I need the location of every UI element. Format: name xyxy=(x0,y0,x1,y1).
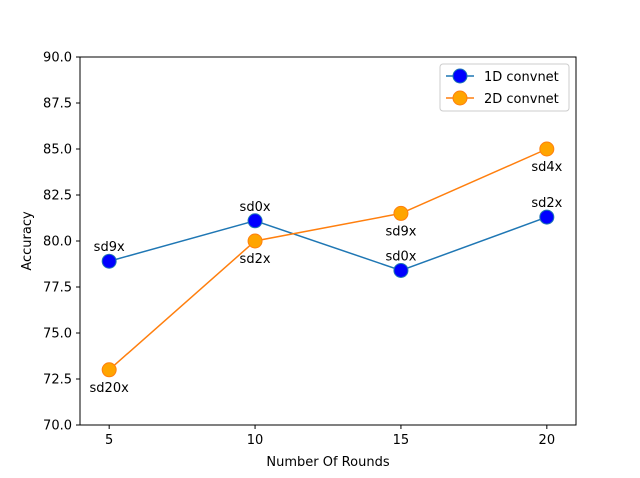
y-tick-label: 75.0 xyxy=(43,327,72,342)
plot-area: sd9x sd0x sd0x sd2x sd20x sd2x sd9x sd4x xyxy=(90,141,563,396)
data-label: sd9x xyxy=(94,240,125,255)
data-point xyxy=(101,362,117,378)
data-point xyxy=(101,253,117,269)
x-tick-label: 15 xyxy=(393,433,410,448)
legend-marker-2d xyxy=(452,90,468,106)
y-tick-label: 87.5 xyxy=(43,97,72,112)
data-label: sd9x xyxy=(385,224,416,239)
data-label: sd4x xyxy=(531,160,562,175)
y-tick-label: 90.0 xyxy=(43,51,72,66)
x-tick-label: 10 xyxy=(247,433,264,448)
y-tick-label: 77.5 xyxy=(43,281,72,296)
x-tick-label: 5 xyxy=(105,433,113,448)
axes-frame xyxy=(79,56,577,426)
y-tick-label: 85.0 xyxy=(43,143,72,158)
data-point xyxy=(247,213,263,229)
x-axis-label: Number Of Rounds xyxy=(266,455,389,470)
y-tick-label: 70.0 xyxy=(43,419,72,434)
data-point xyxy=(393,205,409,221)
data-point xyxy=(393,262,409,278)
data-label: sd2x xyxy=(531,196,562,211)
series-line-2 xyxy=(108,148,548,371)
data-label: sd0x xyxy=(240,200,271,215)
data-point xyxy=(539,141,555,157)
legend-marker-1d xyxy=(452,68,468,84)
data-label: sd20x xyxy=(90,381,130,396)
data-label: sd2x xyxy=(240,252,271,267)
y-tick-label: 80.0 xyxy=(43,235,72,250)
data-point xyxy=(539,209,555,225)
y-axis-label: Accuracy xyxy=(20,211,35,271)
y-tick-label: 82.5 xyxy=(43,189,72,204)
legend: 1D convnet 2D convnet xyxy=(439,63,570,112)
data-point xyxy=(247,233,263,249)
x-tick-label: 20 xyxy=(539,433,556,448)
y-tick-label: 72.5 xyxy=(43,373,72,388)
legend-label-1d: 1D convnet xyxy=(484,70,559,85)
legend-label-2d: 2D convnet xyxy=(484,92,559,107)
data-label: sd0x xyxy=(385,249,416,264)
series-line-1 xyxy=(108,216,548,272)
